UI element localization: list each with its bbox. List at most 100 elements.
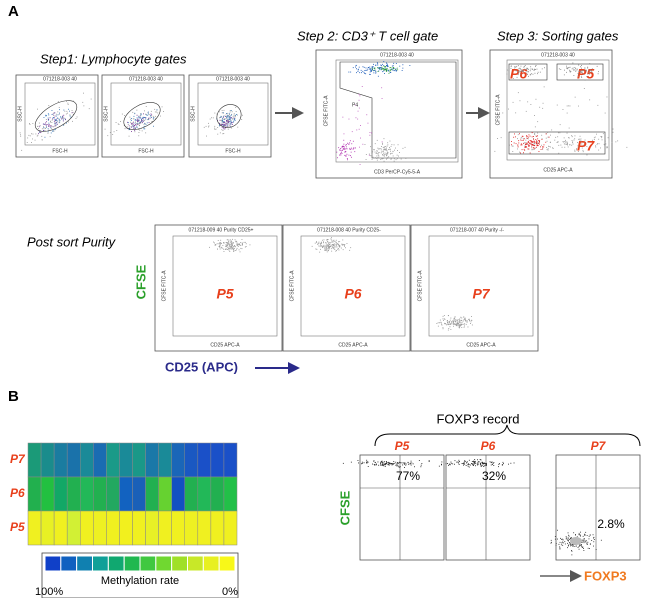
event-dot: [567, 547, 568, 548]
event-dot: [344, 244, 345, 245]
event-dot: [386, 148, 387, 149]
event-dot: [533, 139, 534, 140]
event-dot: [588, 142, 589, 143]
event-dot: [578, 547, 579, 548]
event-dot: [569, 542, 570, 543]
event-dot: [234, 120, 235, 121]
event-dot: [539, 140, 540, 141]
event-dot: [346, 146, 347, 147]
event-dot: [331, 251, 332, 252]
event-dot: [544, 86, 545, 87]
event-dot: [340, 246, 341, 247]
event-dot: [224, 122, 225, 123]
event-dot: [589, 548, 590, 549]
event-dot: [612, 142, 613, 143]
event-dot: [52, 110, 53, 111]
event-dot: [570, 544, 571, 545]
event-dot: [533, 144, 534, 145]
event-dot: [364, 73, 365, 74]
event-dot: [358, 70, 359, 71]
event-dot: [377, 140, 378, 141]
event-dot: [136, 123, 137, 124]
event-dot: [333, 240, 334, 241]
event-dot: [139, 116, 140, 117]
event-dot: [386, 150, 387, 151]
event-dot: [575, 71, 576, 72]
event-dot: [530, 140, 531, 141]
event-dot: [382, 143, 383, 144]
event-dot: [395, 148, 396, 149]
event-dot: [362, 144, 363, 145]
event-dot: [533, 147, 534, 148]
heatmap-cell: [106, 477, 119, 511]
event-dot: [49, 124, 50, 125]
event-dot: [234, 245, 235, 246]
event-dot: [228, 129, 229, 130]
event-dot: [584, 540, 585, 541]
event-dot: [582, 540, 583, 541]
event-dot: [443, 320, 444, 321]
event-dot: [141, 120, 142, 121]
event-dot: [533, 74, 534, 75]
event-dot: [120, 121, 121, 122]
event-dot: [525, 65, 526, 66]
event-dot: [62, 117, 63, 118]
event-dot: [250, 244, 251, 245]
event-dot: [219, 246, 220, 247]
event-dot: [334, 245, 335, 246]
event-dot: [344, 245, 345, 246]
event-dot: [519, 68, 520, 69]
event-dot: [129, 136, 130, 137]
event-dot: [540, 146, 541, 147]
event-dot: [396, 464, 397, 465]
event-dot: [421, 465, 422, 466]
event-dot: [542, 146, 543, 147]
event-dot: [332, 244, 333, 245]
event-dot: [64, 111, 65, 112]
event-dot: [242, 243, 243, 244]
event-dot: [221, 129, 222, 130]
event-dot: [454, 464, 455, 465]
event-dot: [589, 72, 590, 73]
event-dot: [533, 142, 534, 143]
event-dot: [383, 155, 384, 156]
event-dot: [387, 64, 388, 65]
event-dot: [221, 117, 222, 118]
event-dot: [44, 117, 45, 118]
event-dot: [525, 140, 526, 141]
event-dot: [538, 140, 539, 141]
event-dot: [139, 120, 140, 121]
event-dot: [232, 239, 233, 240]
event-dot: [486, 464, 487, 465]
event-dot: [524, 150, 525, 151]
event-dot: [399, 152, 400, 153]
event-dot: [230, 112, 231, 113]
event-dot: [242, 244, 243, 245]
event-dot: [564, 74, 565, 75]
event-dot: [50, 126, 51, 127]
event-dot: [220, 132, 221, 133]
event-dot: [370, 146, 371, 147]
event-dot: [590, 535, 591, 536]
event-dot: [222, 133, 223, 134]
event-dot: [516, 70, 517, 71]
event-dot: [485, 465, 486, 466]
event-dot: [224, 121, 225, 122]
event-dot: [384, 67, 385, 68]
event-dot: [364, 67, 365, 68]
event-dot: [40, 132, 41, 133]
event-dot: [526, 111, 527, 112]
event-dot: [606, 147, 607, 148]
event-dot: [547, 149, 548, 150]
event-dot: [57, 124, 58, 125]
event-dot: [222, 121, 223, 122]
heatmap-cell: [224, 477, 237, 511]
event-dot: [398, 463, 399, 464]
event-dot: [560, 548, 561, 549]
event-dot: [214, 243, 215, 244]
event-dot: [364, 72, 365, 73]
event-dot: [352, 131, 353, 132]
event-dot: [461, 327, 462, 328]
event-dot: [40, 125, 41, 126]
event-dot: [594, 139, 595, 140]
